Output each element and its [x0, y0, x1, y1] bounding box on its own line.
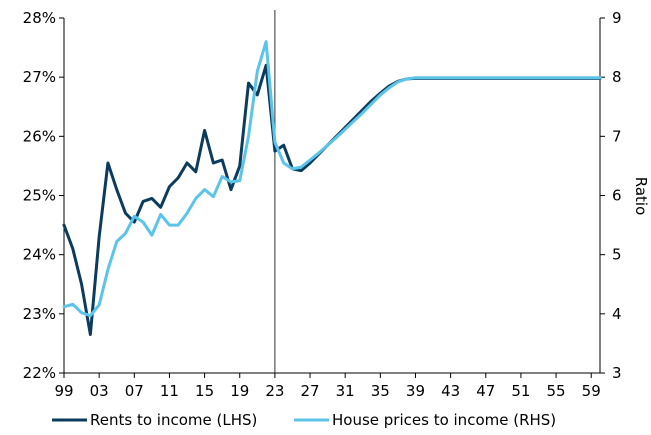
x-axis: 99 03 07 11 15 19 23 27 31 35 39 43 47 51 55 59: [54, 373, 601, 400]
x-tick-label: 47: [476, 382, 495, 400]
x-tick-label: 07: [125, 382, 144, 400]
x-tick-label: 51: [511, 382, 530, 400]
right-tick-label: 6: [612, 187, 622, 205]
left-tick-label: 28%: [23, 9, 56, 27]
right-tick-label: 5: [612, 246, 622, 264]
series-group: [62, 40, 602, 337]
right-tick-label: 9: [612, 9, 622, 27]
x-tick-label: 39: [406, 382, 425, 400]
x-tick-label: 59: [582, 382, 601, 400]
x-tick-label: 03: [90, 382, 109, 400]
left-tick-label: 27%: [23, 68, 56, 86]
x-tick-label: 99: [54, 382, 73, 400]
left-tick-label: 22%: [23, 364, 56, 382]
x-tick-label: 15: [195, 382, 214, 400]
right-axis: 3 4 5 6 7 8 9: [600, 9, 622, 382]
x-tick-label: 11: [160, 382, 179, 400]
right-tick-label: 3: [612, 364, 622, 382]
x-tick-label: 55: [547, 382, 566, 400]
x-tick-label: 31: [336, 382, 355, 400]
right-tick-label: 8: [612, 68, 622, 86]
legend-label: House prices to income (RHS): [332, 411, 556, 429]
x-tick-label: 43: [441, 382, 460, 400]
x-tick-label: 23: [265, 382, 284, 400]
series-line-rents-to-income: [62, 63, 602, 337]
left-tick-label: 23%: [23, 305, 56, 323]
x-tick-label: 27: [300, 382, 319, 400]
legend-label: Rents to income (LHS): [90, 411, 257, 429]
right-tick-label: 4: [612, 305, 622, 323]
left-tick-label: 24%: [23, 246, 56, 264]
x-tick-label: 35: [371, 382, 390, 400]
legend: Rents to income (LHS) House prices to inc…: [52, 411, 556, 429]
left-tick-label: 25%: [23, 187, 56, 205]
series-line-house-prices-to-income: [62, 40, 602, 318]
left-axis: 22% 23% 24% 25% 26% 27% 28%: [23, 9, 64, 382]
right-tick-label: 7: [612, 127, 622, 145]
x-tick-label: 19: [230, 382, 249, 400]
right-axis-label: Ratio: [632, 177, 650, 216]
left-tick-label: 26%: [23, 127, 56, 145]
